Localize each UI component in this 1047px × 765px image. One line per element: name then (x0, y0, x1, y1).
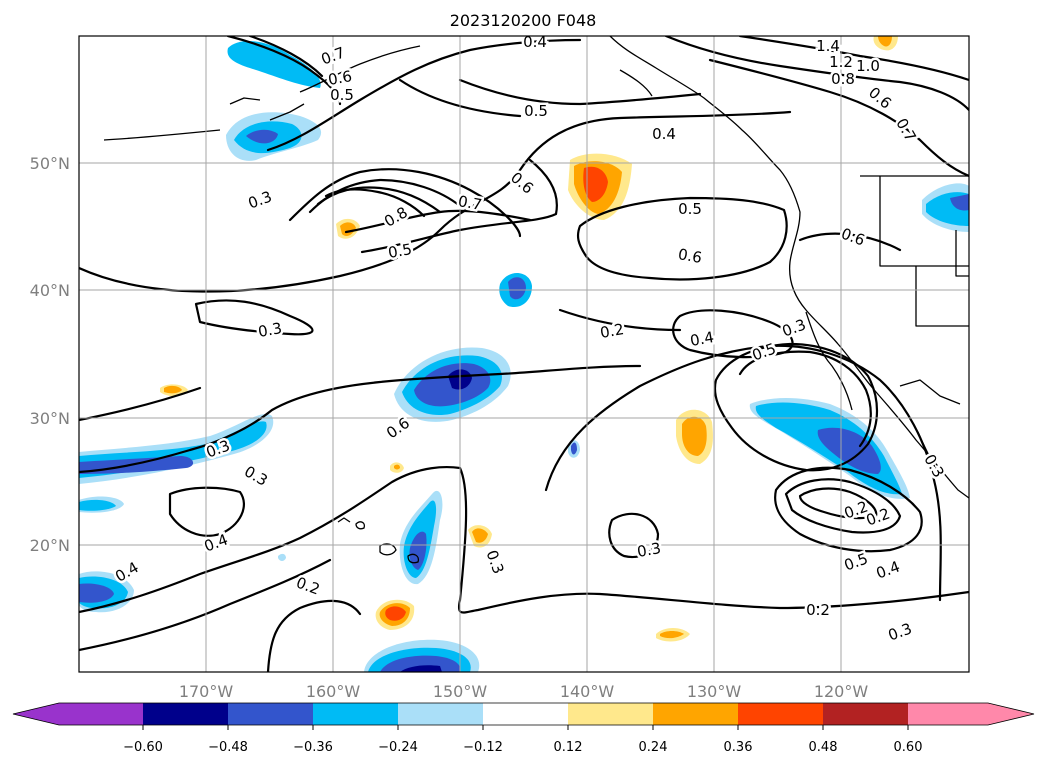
graticule (79, 36, 969, 672)
colorbar-tick-label: 0.36 (724, 740, 753, 755)
lat-label-40n: 40°N (30, 281, 70, 300)
contour-label: 0.2 (806, 601, 830, 619)
colorbar-segment (313, 703, 398, 725)
colorbar: −0.60 −0.48 −0.36 −0.24 −0.12 0.12 0.24 0.36 0.4… (12, 702, 1035, 755)
colorbar-segment (908, 703, 988, 725)
map-frame (78, 35, 970, 673)
colorbar-tick-label: −0.60 (123, 740, 163, 755)
map-title: 2023120200 F048 (450, 11, 597, 30)
colorbar-segment (568, 703, 653, 725)
lon-label-120w: 120°W (814, 682, 869, 701)
colorbar-tick-label: 0.60 (894, 740, 923, 755)
contour-label: 1.0 (856, 57, 880, 75)
colorbar-tick-label: 0.24 (639, 740, 668, 755)
colorbar-segment (59, 703, 143, 725)
contour-label: 0.8 (831, 70, 855, 88)
contour-label: 0.5 (330, 86, 354, 104)
lat-label-50n: 50°N (30, 154, 70, 173)
contour-label: 0.5 (524, 102, 548, 120)
colorbar-tick-label: 0.12 (554, 740, 583, 755)
contour-lines (79, 36, 969, 672)
colorbar-segment (143, 703, 228, 725)
colorbar-tick-label: −0.24 (378, 740, 418, 755)
lon-label-130w: 130°W (687, 682, 742, 701)
contour-label: 1.4 (816, 37, 840, 55)
colorbar-extend-min (13, 703, 59, 725)
colorbar-segment (483, 703, 568, 725)
colorbar-tick-label: −0.48 (208, 740, 248, 755)
contour-label: 1.2 (829, 53, 853, 71)
lon-label-140w: 140°W (560, 682, 615, 701)
colorbar-tick-label: 0.48 (809, 740, 838, 755)
colorbar-segment (738, 703, 823, 725)
lon-label-170w: 170°W (179, 682, 234, 701)
colorbar-segment (398, 703, 483, 725)
colorbar-extend-max (988, 703, 1034, 725)
latitude-labels: 50°N 40°N 30°N 20°N (30, 154, 70, 555)
colorbar-segment (228, 703, 313, 725)
anomaly-shading (79, 36, 969, 672)
lat-label-30n: 30°N (30, 409, 70, 428)
longitude-labels: 170°W 160°W 150°W 140°W 130°W 120°W (179, 682, 869, 701)
coastlines (103, 36, 969, 564)
contour-label: 0.3 (257, 319, 284, 341)
colorbar-tick-label: −0.12 (463, 740, 503, 755)
colorbar-segment (653, 703, 738, 725)
lat-label-20n: 20°N (30, 536, 70, 555)
lon-label-150w: 150°W (433, 682, 488, 701)
map-area: 0.40.70.60.51.41.2 1.00.80.60.70.50.40.30… (79, 33, 969, 672)
colorbar-segment (823, 703, 908, 725)
lon-label-160w: 160°W (306, 682, 361, 701)
contour-label: 0.4 (652, 125, 676, 143)
contour-label: 0.5 (678, 200, 702, 218)
colorbar-tick-label: −0.36 (293, 740, 333, 755)
contour-label: 0.4 (523, 33, 547, 51)
